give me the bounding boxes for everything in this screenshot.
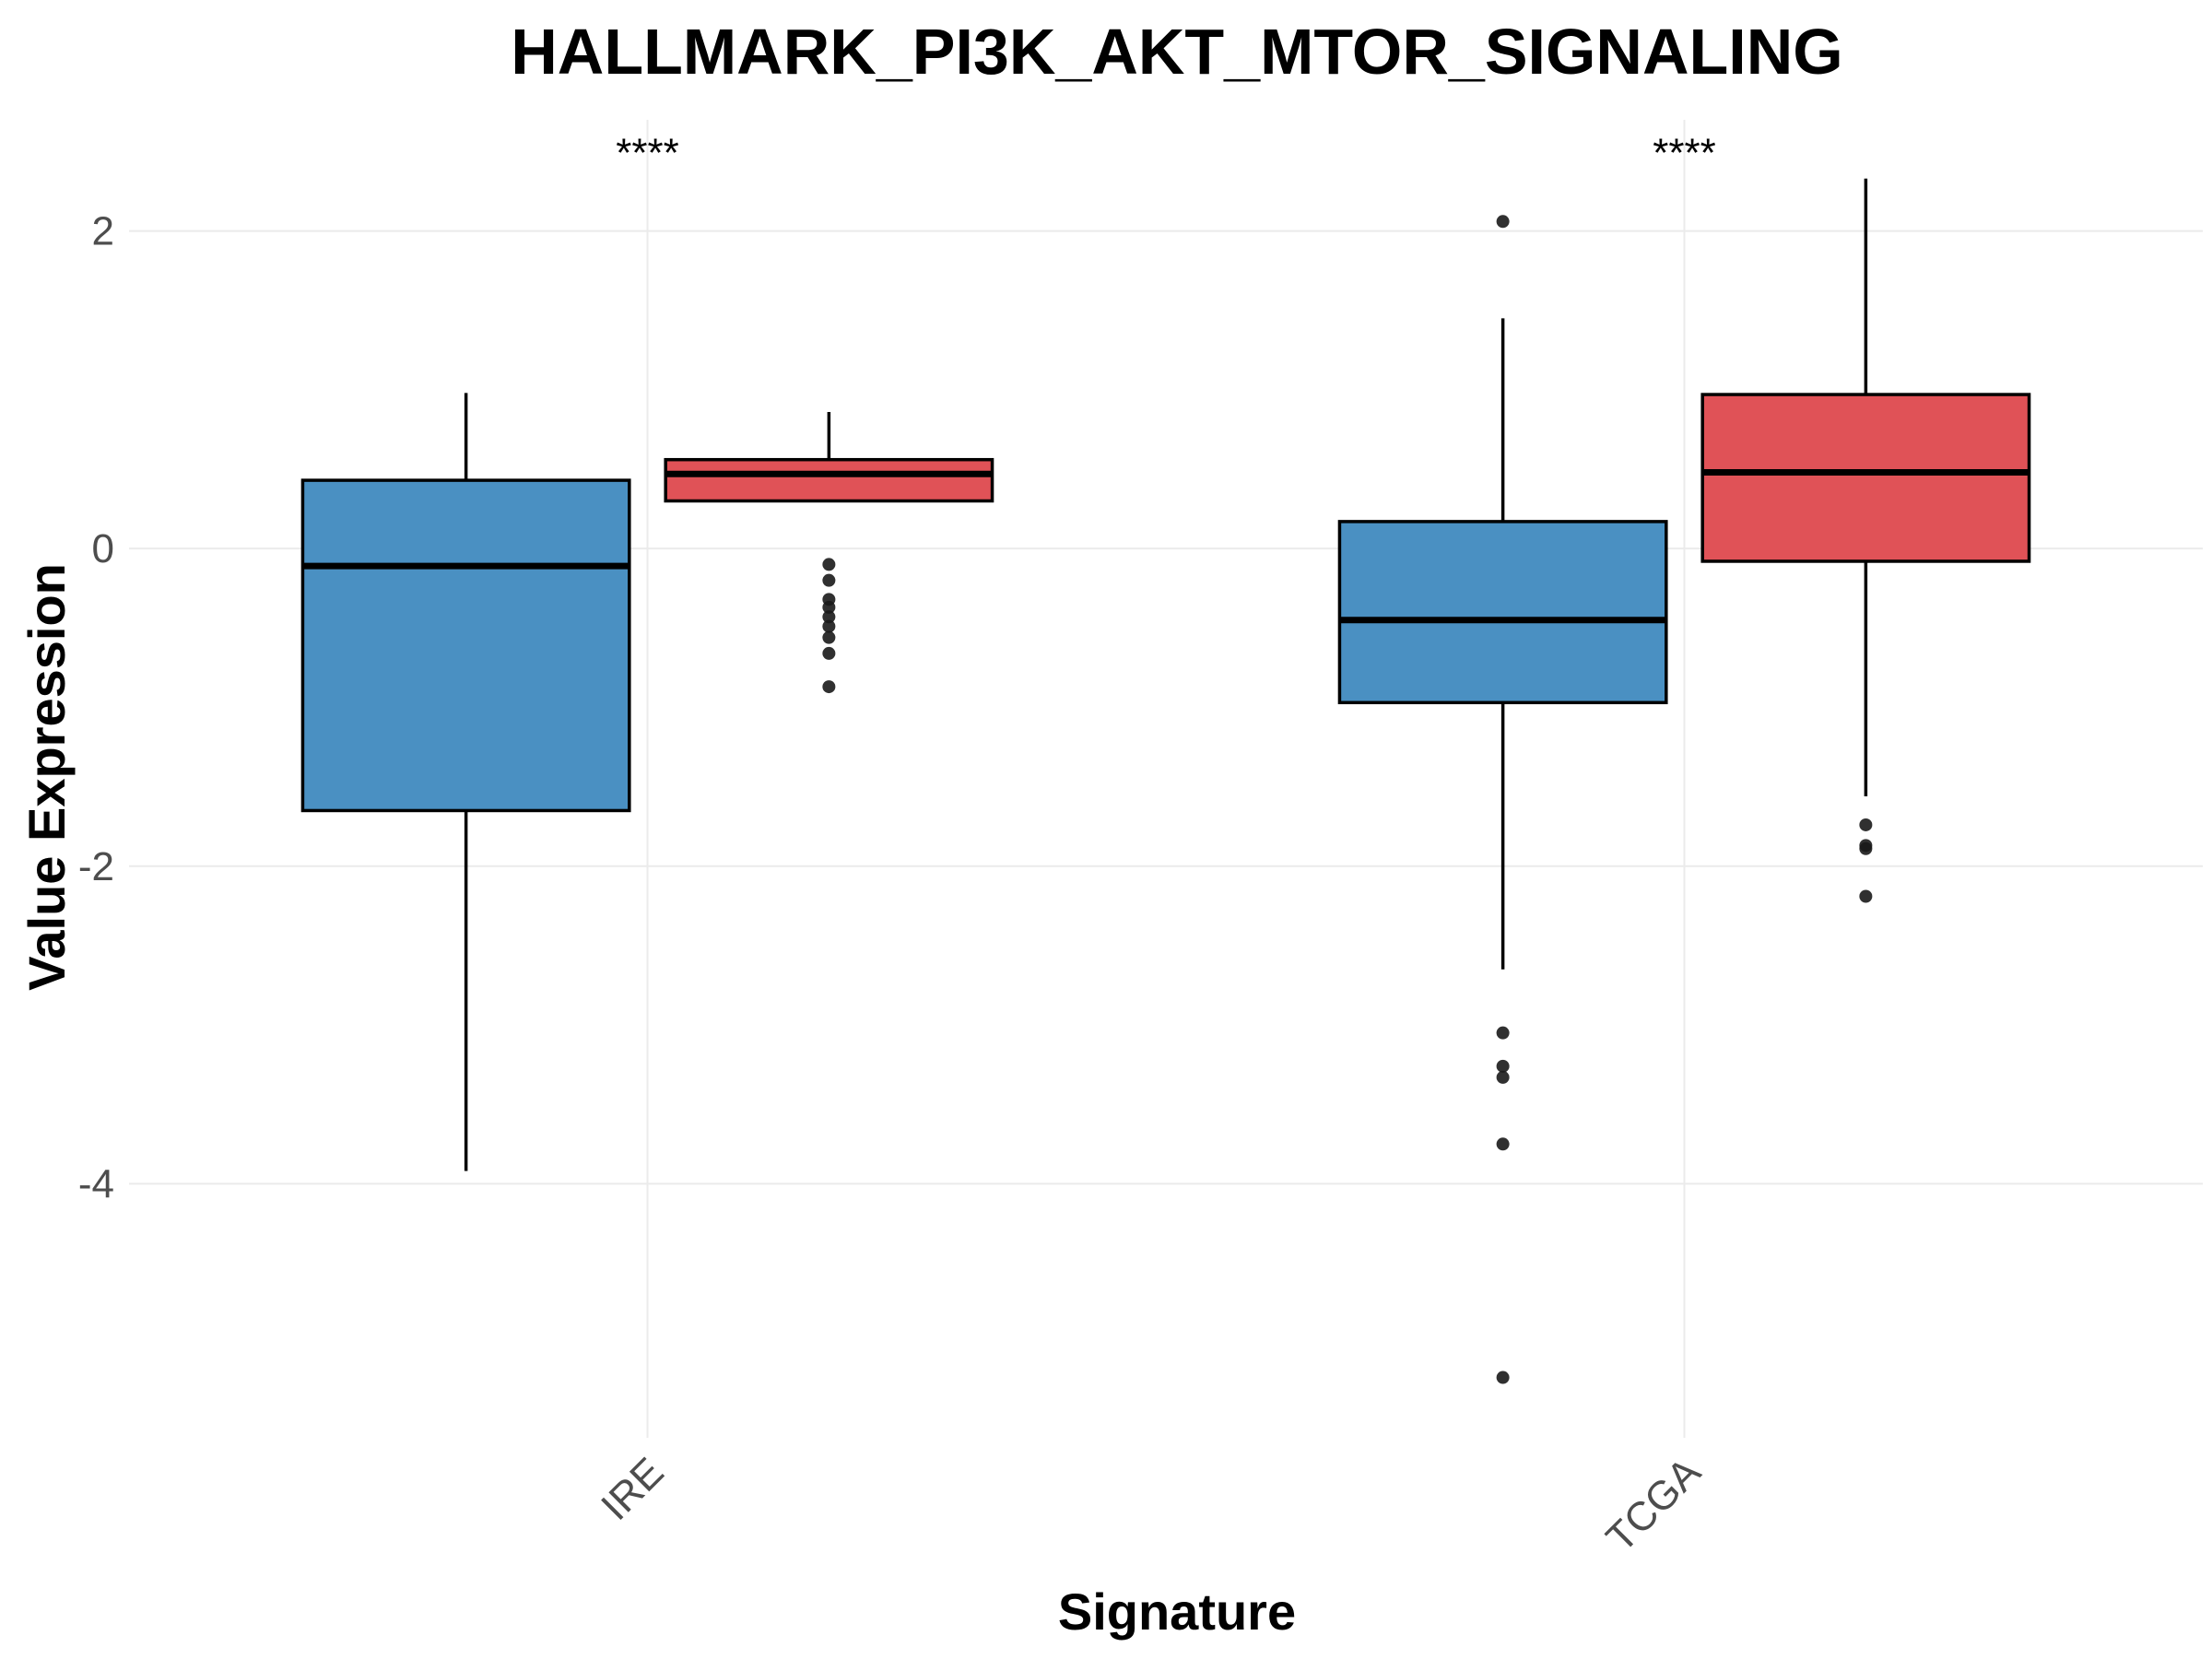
significance-label: **** (1653, 130, 1716, 175)
outlier-point (1496, 215, 1510, 229)
y-tick-label: -4 (78, 1161, 114, 1206)
annotation-layer: **** **** (616, 130, 1716, 175)
outlier-point (1859, 889, 1873, 903)
y-tick-label: -2 (78, 844, 114, 889)
box-body (1700, 393, 2031, 563)
outlier-point (822, 680, 836, 694)
box-tcga-1 (1700, 178, 2031, 903)
outlier-point (822, 646, 836, 660)
outlier-point (822, 573, 836, 587)
outlier-point (1496, 1026, 1510, 1040)
box-body (300, 478, 631, 813)
outlier-point (1496, 1070, 1510, 1084)
box-ire-1 (664, 412, 994, 694)
y-tick-label: 0 (92, 526, 114, 571)
outlier-point (1859, 841, 1873, 855)
box-body (1337, 520, 1668, 705)
outlier-point (1496, 1371, 1510, 1384)
outlier-point (822, 600, 836, 614)
box-body (664, 457, 994, 503)
significance-label: **** (616, 130, 679, 175)
y-tick-label: 2 (92, 209, 114, 254)
box-ire-0 (300, 393, 631, 1171)
outlier-point (822, 610, 836, 624)
outlier-point (1496, 1059, 1510, 1073)
outlier-point (822, 630, 836, 644)
x-axis-title: Signature (1058, 1583, 1296, 1641)
outlier-point (822, 619, 836, 633)
y-axis-title: Value Expression (18, 563, 76, 991)
outlier-point (1859, 818, 1873, 831)
outlier-point (1496, 1137, 1510, 1151)
chart-title: HALLMARK_PI3K_AKT_MTOR_SIGNALING (511, 16, 1843, 88)
box-tcga-0 (1337, 215, 1668, 1384)
outlier-point (822, 558, 836, 571)
box-layer (300, 178, 2031, 1384)
